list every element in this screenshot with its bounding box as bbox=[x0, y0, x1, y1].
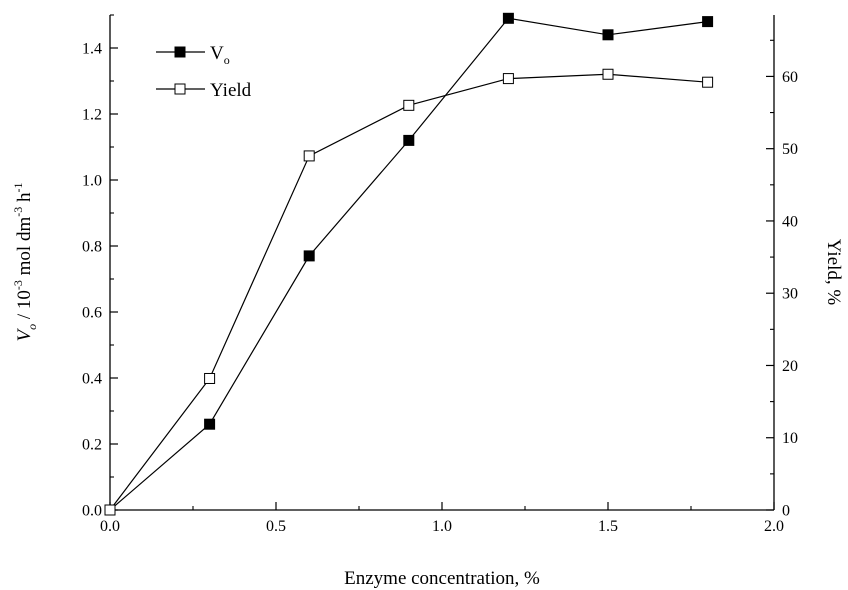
legend-item-yield: Yield bbox=[156, 80, 252, 101]
legend-marker-vo bbox=[174, 46, 186, 58]
x-tick-label: 2.0 bbox=[764, 518, 784, 535]
y-tick-label: 0.8 bbox=[82, 239, 102, 256]
data-point-yield bbox=[702, 76, 714, 88]
y-tick-label: 0.0 bbox=[82, 503, 102, 520]
data-point-vo bbox=[502, 12, 514, 24]
x-ticks: 0.0 0.5 1.0 1.5 2.0 bbox=[100, 502, 784, 535]
x-tick-label: 1.0 bbox=[432, 518, 452, 535]
data-point-yield bbox=[104, 504, 116, 516]
y-axis-title: Vo / 10-3 mol dm-3 h-1 bbox=[11, 183, 39, 342]
y2-tick-label: 10 bbox=[782, 430, 798, 447]
y2-tick-label: 60 bbox=[782, 69, 798, 86]
y2-tick-label: 40 bbox=[782, 213, 798, 230]
data-point-yield bbox=[403, 99, 415, 111]
y2-tick-label: 50 bbox=[782, 141, 798, 158]
y2-tick-label: 30 bbox=[782, 286, 798, 303]
y-tick-label: 0.6 bbox=[82, 305, 102, 322]
data-point-yield bbox=[204, 372, 216, 384]
y-axis-title-exp1: -3 bbox=[11, 280, 25, 290]
y2-ticks: 0 10 20 30 40 50 60 bbox=[766, 39, 798, 520]
legend-item-vo: Vo bbox=[156, 43, 230, 67]
legend: Vo Yield bbox=[156, 43, 252, 101]
data-point-vo bbox=[204, 418, 216, 430]
y-tick-label: 1.0 bbox=[82, 173, 102, 190]
legend-marker-yield bbox=[174, 83, 186, 95]
data-point-yield bbox=[303, 150, 315, 162]
data-point-yield bbox=[602, 68, 614, 80]
y-axis-title-rest2: mol dm bbox=[14, 217, 35, 281]
x-axis-title: Enzyme concentration, % bbox=[344, 568, 540, 589]
data-point-vo bbox=[702, 16, 714, 28]
y-tick-label: 1.4 bbox=[82, 41, 102, 58]
x-tick-label: 0.0 bbox=[100, 518, 120, 535]
y-axis-title-exp3: -1 bbox=[11, 183, 25, 193]
y-axis-title-sub: o bbox=[25, 324, 39, 330]
legend-label-vo-sub: o bbox=[224, 53, 230, 67]
y2-axis-title: Yield, % bbox=[823, 239, 844, 306]
y2-tick-label: 20 bbox=[782, 358, 798, 375]
y-ticks: 0.0 0.2 0.4 0.6 0.8 1.0 1.2 1.4 bbox=[82, 14, 118, 520]
y-axis-title-main: V bbox=[14, 327, 35, 341]
data-point-vo bbox=[303, 250, 315, 262]
series-layer bbox=[104, 12, 714, 516]
y-axis-title-exp2: -3 bbox=[11, 207, 25, 217]
y-tick-label: 1.2 bbox=[82, 107, 102, 124]
y-tick-label: 0.4 bbox=[82, 371, 102, 388]
legend-label-vo-main: V bbox=[210, 43, 224, 64]
y2-tick-label: 0 bbox=[782, 503, 790, 520]
x-tick-label: 0.5 bbox=[266, 518, 286, 535]
y-axis-title-rest: / 10 bbox=[14, 290, 35, 324]
series-line-vo bbox=[109, 17, 708, 511]
data-point-vo bbox=[403, 134, 415, 146]
data-point-yield bbox=[502, 73, 514, 85]
legend-label-yield: Yield bbox=[210, 80, 252, 101]
y-axis-title-rest3: h bbox=[14, 192, 35, 207]
y-tick-label: 0.2 bbox=[82, 437, 102, 454]
x-tick-label: 1.5 bbox=[598, 518, 618, 535]
legend-label-vo: Vo bbox=[210, 43, 230, 67]
data-point-vo bbox=[602, 29, 614, 41]
